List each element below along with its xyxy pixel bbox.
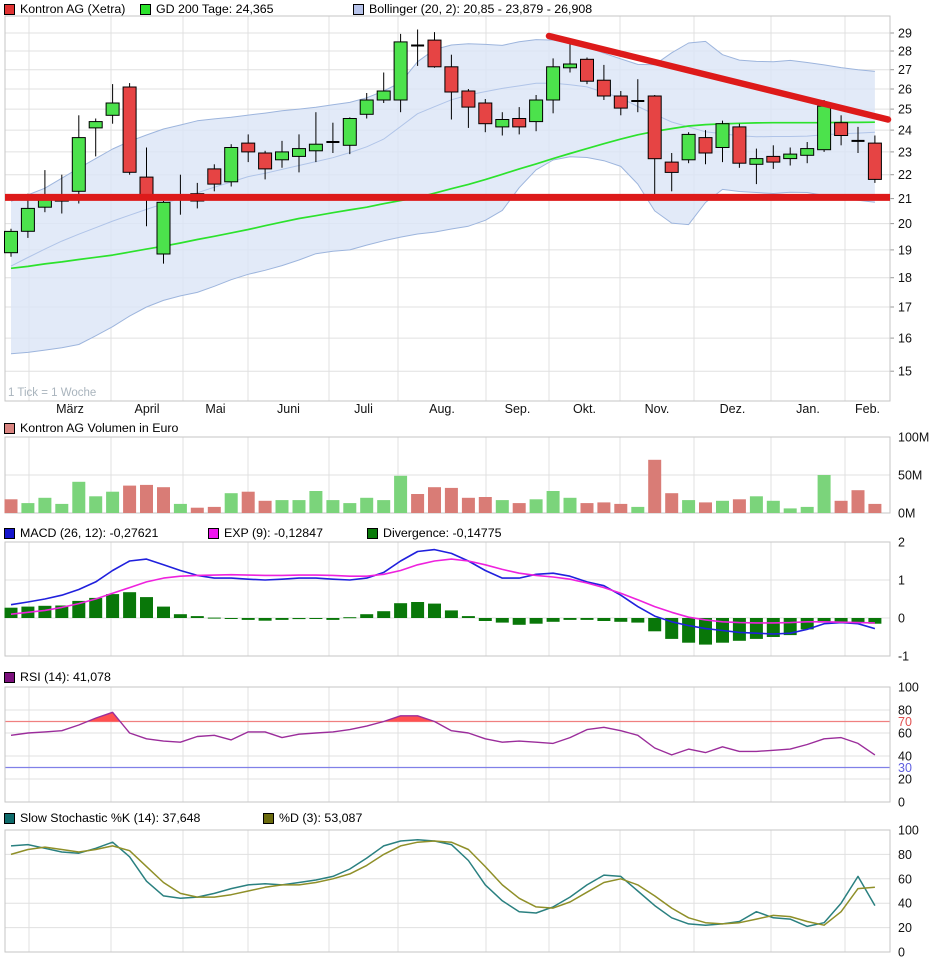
svg-text:März: März: [56, 402, 84, 416]
svg-text:80: 80: [898, 704, 912, 718]
svg-text:0M: 0M: [898, 507, 915, 521]
legend-item-stoch-k: Slow Stochastic %K (14): 37,648: [4, 811, 200, 825]
svg-text:1: 1: [898, 574, 905, 588]
svg-text:70: 70: [898, 715, 912, 729]
svg-text:0: 0: [898, 946, 905, 958]
svg-text:Sep.: Sep.: [505, 402, 531, 416]
divergence-swatch-icon: [367, 527, 378, 539]
gd200-swatch-icon: [140, 3, 151, 15]
svg-text:20: 20: [898, 773, 912, 787]
svg-text:24: 24: [898, 124, 912, 138]
macd-swatch-icon: [4, 527, 15, 539]
legend-item-instrument: Kontron AG (Xetra): [4, 2, 125, 16]
svg-text:21: 21: [898, 192, 912, 206]
legend-item-exp: EXP (9): -0,12847: [208, 526, 323, 540]
svg-text:40: 40: [898, 750, 912, 764]
svg-text:20: 20: [898, 217, 912, 231]
svg-text:Feb.: Feb.: [855, 402, 880, 416]
legend-item-stoch-d: %D (3): 53,087: [263, 811, 362, 825]
svg-text:Juni: Juni: [277, 402, 300, 416]
svg-text:Mai: Mai: [205, 402, 225, 416]
legend-item-bollinger: Bollinger (20, 2): 20,85 - 23,879 - 26,9…: [353, 2, 592, 16]
volume-swatch-icon: [4, 422, 15, 434]
rsi-label: RSI (14): 41,078: [20, 670, 111, 684]
svg-text:1 Tick = 1 Woche: 1 Tick = 1 Woche: [8, 387, 96, 399]
svg-text:22: 22: [898, 168, 912, 182]
svg-text:15: 15: [898, 365, 912, 379]
instrument-label: Kontron AG (Xetra): [20, 2, 126, 16]
divergence-label: Divergence: -0,14775: [383, 526, 502, 540]
exp-label: EXP (9): -0,12847: [224, 526, 323, 540]
svg-text:80: 80: [898, 848, 912, 862]
svg-text:29: 29: [898, 27, 912, 41]
bollinger-label: Bollinger (20, 2): 20,85 - 23,879 - 26,9…: [369, 2, 593, 16]
legend-item-divergence: Divergence: -0,14775: [367, 526, 501, 540]
svg-text:16: 16: [898, 332, 912, 346]
svg-text:2: 2: [898, 536, 905, 550]
svg-text:-1: -1: [898, 650, 909, 664]
svg-text:Nov.: Nov.: [645, 402, 670, 416]
svg-text:100M: 100M: [898, 431, 929, 445]
macd-label: MACD (26, 12): -0,27621: [20, 526, 159, 540]
svg-text:100: 100: [898, 824, 919, 838]
svg-text:50M: 50M: [898, 469, 922, 483]
svg-text:30: 30: [898, 761, 912, 775]
legend-item-volume: Kontron AG Volumen in Euro: [4, 421, 178, 435]
legend-item-gd200: GD 200 Tage: 24,365: [140, 2, 274, 16]
svg-text:Aug.: Aug.: [429, 402, 455, 416]
instrument-swatch-icon: [4, 3, 15, 15]
legend-item-macd: MACD (26, 12): -0,27621: [4, 526, 158, 540]
svg-text:0: 0: [898, 612, 905, 626]
legend-item-rsi: RSI (14): 41,078: [4, 670, 111, 684]
svg-text:Okt.: Okt.: [573, 402, 596, 416]
legend-macd: MACD (26, 12): -0,27621 EXP (9): -0,1284…: [0, 526, 940, 541]
svg-text:28: 28: [898, 45, 912, 59]
legend-rsi: RSI (14): 41,078: [0, 670, 940, 685]
svg-text:27: 27: [898, 63, 912, 77]
legend-stochastic: Slow Stochastic %K (14): 37,648 %D (3): …: [0, 811, 940, 826]
svg-text:0: 0: [898, 796, 905, 810]
svg-text:60: 60: [898, 727, 912, 741]
stoch-k-swatch-icon: [4, 812, 15, 824]
stoch-k-label: Slow Stochastic %K (14): 37,648: [20, 811, 201, 825]
svg-text:23: 23: [898, 145, 912, 159]
svg-text:Jan.: Jan.: [796, 402, 820, 416]
bollinger-swatch-icon: [353, 3, 364, 15]
gd200-label: GD 200 Tage: 24,365: [156, 2, 274, 16]
svg-text:Juli: Juli: [354, 402, 373, 416]
svg-text:25: 25: [898, 103, 912, 117]
stoch-d-swatch-icon: [263, 812, 274, 824]
svg-text:20: 20: [898, 921, 912, 935]
svg-text:19: 19: [898, 243, 912, 257]
exp-swatch-icon: [208, 527, 219, 539]
svg-text:100: 100: [898, 681, 919, 695]
stoch-d-label: %D (3): 53,087: [279, 811, 363, 825]
legend-price: Kontron AG (Xetra) GD 200 Tage: 24,365 B…: [0, 2, 940, 17]
svg-text:40: 40: [898, 897, 912, 911]
legend-volume: Kontron AG Volumen in Euro: [0, 421, 940, 436]
svg-text:April: April: [134, 402, 159, 416]
svg-text:60: 60: [898, 872, 912, 886]
svg-text:18: 18: [898, 271, 912, 285]
svg-text:26: 26: [898, 83, 912, 97]
svg-text:Dez.: Dez.: [720, 402, 746, 416]
rsi-swatch-icon: [4, 671, 15, 683]
volume-label: Kontron AG Volumen in Euro: [20, 421, 179, 435]
svg-text:17: 17: [898, 301, 912, 315]
